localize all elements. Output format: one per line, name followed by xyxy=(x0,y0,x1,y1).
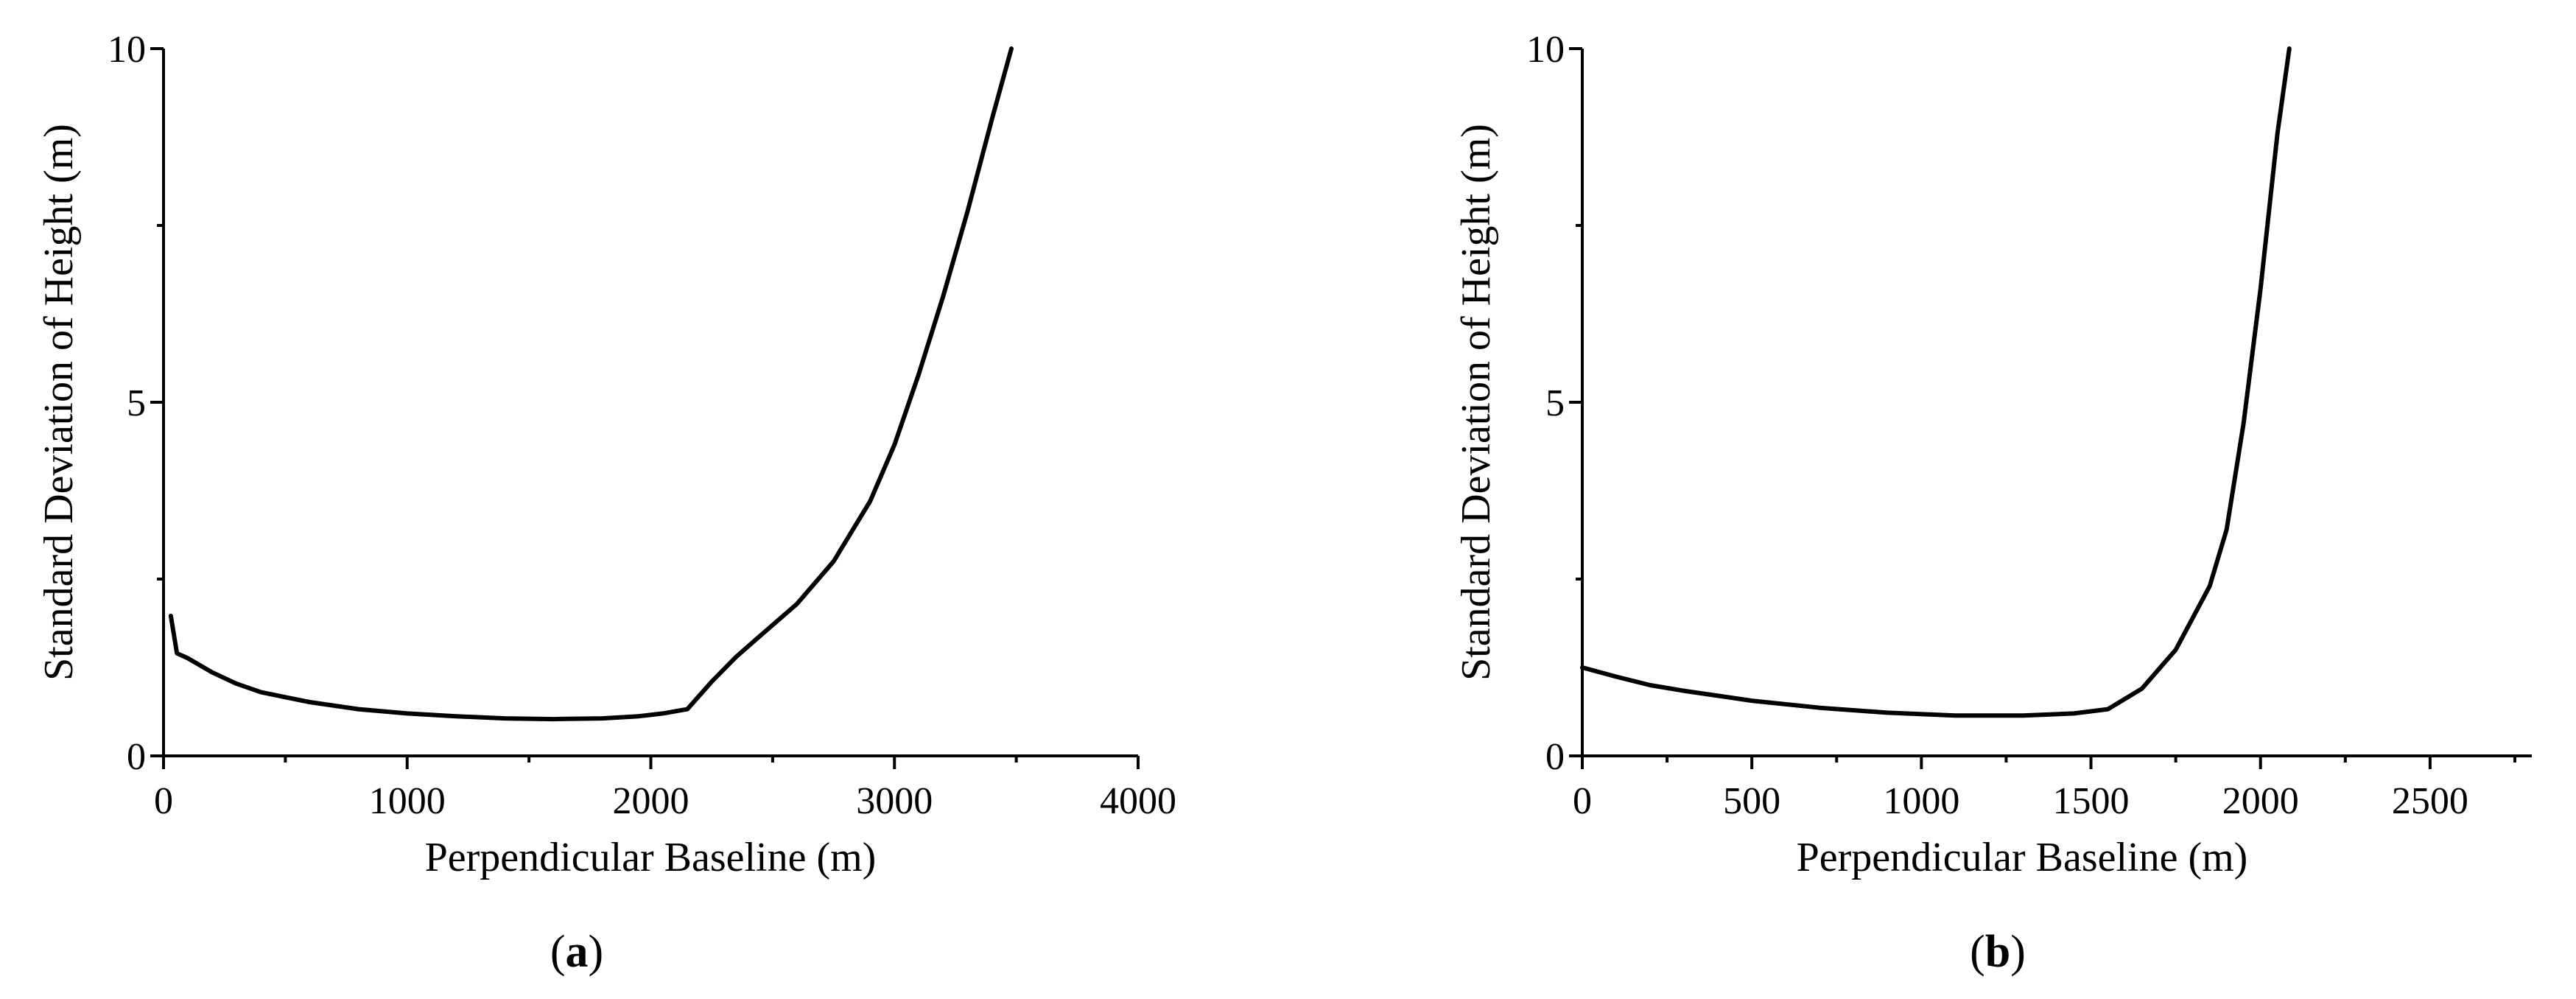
x-tick-label: 1500 xyxy=(2053,780,2130,822)
chart-panel-a: 0 1000 2000 3000 4000 0 5 10 Perpendicular Base… xyxy=(36,29,1176,977)
x-tick-label: 0 xyxy=(1573,780,1592,822)
y-tick-label: 0 xyxy=(127,736,146,778)
series-group xyxy=(1580,46,2292,718)
x-tick-label: 1000 xyxy=(1883,780,1959,822)
x-axis-title: Perpendicular Baseline (m) xyxy=(425,835,877,880)
chart-panel-b: 0 500 1000 1500 2000 2500 0 5 10 Perpendicular B… xyxy=(1453,29,2532,977)
series-group xyxy=(168,46,1014,722)
axis-ticks xyxy=(1569,47,2516,769)
x-tick-label: 1000 xyxy=(369,780,446,822)
x-tick-label: 3000 xyxy=(856,780,933,822)
axis-tick-labels: 0 500 1000 1500 2000 2500 0 5 10 xyxy=(1526,29,2468,822)
panel-caption-b: (b) xyxy=(1970,927,2026,977)
y-axis-title: Standard Deviation of Height (m) xyxy=(1453,124,1499,681)
x-tick-label: 500 xyxy=(1723,780,1780,822)
panel-letter-a: a xyxy=(566,927,589,977)
axis-tick-labels: 0 1000 2000 3000 4000 0 5 10 xyxy=(108,29,1176,822)
y-tick-label: 0 xyxy=(1545,736,1565,778)
y-tick-label: 5 xyxy=(1545,382,1565,424)
series-line xyxy=(168,46,1014,722)
axis-ticks xyxy=(150,47,1140,769)
x-tick-label: 2000 xyxy=(613,780,689,822)
panel-letter-b: b xyxy=(1985,927,2010,977)
x-tick-label: 2500 xyxy=(2392,780,2468,822)
y-axis-title: Standard Deviation of Height (m) xyxy=(36,124,82,681)
x-axis-title: Perpendicular Baseline (m) xyxy=(1797,835,2248,880)
y-tick-label: 10 xyxy=(108,29,146,71)
y-tick-label: 5 xyxy=(127,382,146,424)
panel-caption-a: (a) xyxy=(550,927,603,977)
x-tick-label: 4000 xyxy=(1100,780,1176,822)
x-tick-label: 2000 xyxy=(2222,780,2299,822)
y-tick-label: 10 xyxy=(1526,29,1565,71)
x-tick-label: 0 xyxy=(154,780,173,822)
series-line xyxy=(1580,46,2292,718)
